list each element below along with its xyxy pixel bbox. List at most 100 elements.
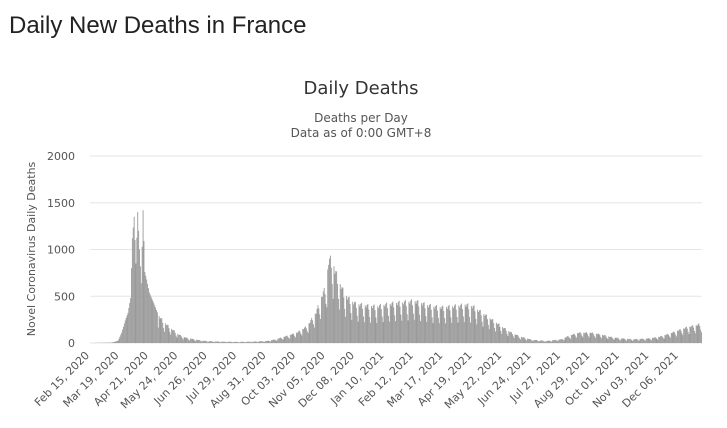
bar [533,339,535,343]
bar [531,340,533,343]
bar [345,316,347,343]
bar [539,340,541,343]
bar [555,340,557,343]
bar [438,323,440,343]
bar [153,303,155,343]
bar [487,324,489,343]
bar [320,319,322,343]
bar [131,268,132,343]
bar [400,314,402,343]
bar [405,306,407,343]
bar [351,319,353,343]
bar [597,333,599,343]
bar [462,316,464,343]
bar [573,333,575,343]
bar [441,306,443,343]
bar [522,337,524,343]
bar [334,273,336,343]
bar [263,341,264,343]
bar [599,335,601,343]
bar [578,332,580,343]
bar [515,335,517,343]
bar [442,305,444,343]
bar [347,297,349,343]
bar [482,326,484,343]
bar [693,330,695,343]
bar [310,320,312,343]
bar [624,339,626,343]
bar [569,338,571,343]
bar [326,307,328,343]
bar [265,341,267,343]
bar [156,312,158,343]
bar [399,306,401,343]
bar [169,332,171,343]
bar [488,329,490,343]
bar [617,337,619,343]
bar [693,327,694,343]
bar [371,307,373,343]
bar [200,341,202,343]
bar [343,297,345,343]
bar [244,342,246,343]
bar [594,337,596,343]
bar [552,340,554,343]
bar [226,342,228,343]
bar [371,306,372,343]
bar [423,302,425,343]
bar [436,305,438,343]
bar [443,311,445,343]
bar [248,341,250,343]
bar [528,339,529,343]
bar [558,339,560,343]
bar [576,337,578,343]
bar [237,341,239,343]
bar [658,336,660,343]
bar [430,309,432,343]
bar [491,319,493,343]
bar [636,339,638,343]
bar [137,212,139,343]
bar [373,304,375,343]
bar [473,305,475,343]
bar [641,338,643,343]
bar [175,335,177,343]
bar [403,304,405,343]
bar [360,303,362,343]
bar [118,338,120,343]
bar [261,341,263,343]
bar [593,334,595,343]
bar [380,309,382,343]
bar [432,322,434,343]
bar [333,266,335,343]
bar [199,340,201,343]
bar [197,339,199,343]
bar [212,341,214,343]
bar [651,340,653,343]
bar [166,324,168,343]
bar [243,341,245,343]
bar [295,337,297,343]
y-tick-label: 2000 [47,150,75,163]
bar [171,328,173,343]
bar [594,336,595,343]
bar [486,319,488,343]
bar [506,333,508,343]
bar [151,298,153,343]
bar [256,341,258,343]
bar [168,328,170,343]
bar [661,336,663,343]
bar [393,307,395,343]
bar [317,305,319,343]
bar [125,318,127,343]
bar [245,342,247,343]
bar [194,340,196,343]
bar [518,336,520,343]
bar [268,340,270,343]
bar [585,332,587,343]
bar [337,283,339,343]
bar [567,336,569,343]
bar [312,320,314,343]
bar [689,326,691,343]
bar [688,334,690,343]
